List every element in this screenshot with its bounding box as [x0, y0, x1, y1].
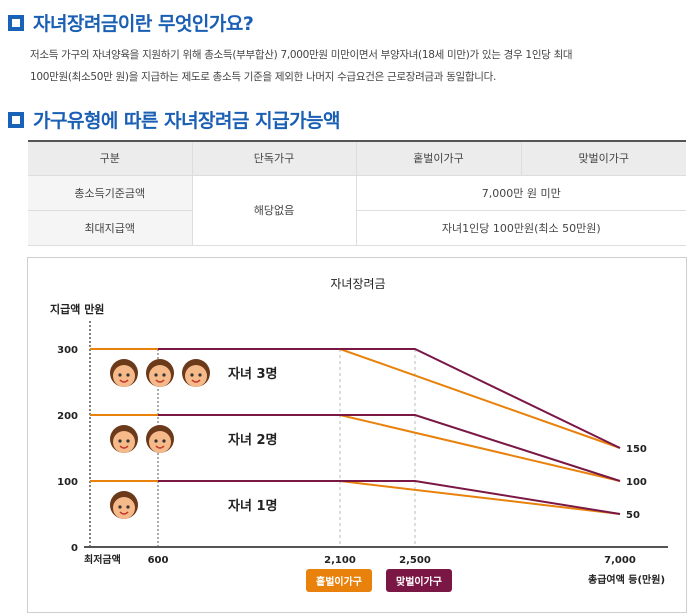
series-line: [158, 414, 621, 482]
child-face-icon: [154, 439, 158, 443]
child-face-icon: [113, 497, 135, 519]
section-heading-what-is: 자녀장려금이란 무엇인가요?: [8, 9, 254, 36]
child-face-icon: [119, 511, 129, 515]
child-face-icon: [154, 373, 158, 377]
child-face-icon: [162, 373, 166, 377]
y-tick-label: 0: [71, 543, 78, 554]
series-group-label: 자녀 1명: [228, 498, 277, 514]
child-face-icon: [119, 445, 129, 449]
y-tick-label: 200: [57, 411, 78, 422]
series-group-label: 자녀 3명: [228, 366, 277, 382]
chart-title: 자녀장려금: [330, 277, 385, 291]
child-face-icon: [126, 439, 130, 443]
section-title: 가구유형에 따른 자녀장려금 지급가능액: [33, 110, 341, 132]
row-label: 총소득기준금액: [28, 175, 193, 211]
series-line: [158, 348, 621, 449]
end-value-label: 150: [626, 444, 647, 455]
section-title: 자녀장려금이란 무엇인가요?: [33, 13, 254, 35]
description-line: 100만원(최소50만 원)을 지급하는 제도로 총소득 기준을 제외한 나머지…: [30, 71, 497, 83]
chart-legend: 홑벌이가구 맞벌이가구: [306, 569, 452, 592]
section-heading-amount: 가구유형에 따른 자녀장려금 지급가능액: [8, 106, 341, 133]
table-cell-single: 해당없음: [192, 175, 357, 246]
series-line: [90, 480, 621, 515]
x-tick-label: 600: [148, 555, 169, 566]
child-face-icon: [118, 505, 122, 509]
end-value-label: 50: [626, 510, 640, 521]
child-face-icon: [149, 431, 171, 453]
description-paragraph: 저소득 가구의 자녀양육을 지원하기 위해 총소득(부부합산) 7,000만원 …: [30, 44, 670, 88]
child-face-icon: [126, 505, 130, 509]
table-row: 최대지급액 자녀1인당 100만원(최소 50만원): [28, 210, 686, 246]
table-cell: 자녀1인당 100만원(최소 50만원): [356, 210, 686, 246]
table-header: 구분: [28, 140, 193, 176]
child-face-icon: [113, 431, 135, 453]
child-face-icon: [185, 365, 207, 387]
table-header-row: 구분 단독가구 홑벌이가구 맞벌이가구: [28, 140, 686, 176]
child-face-icon: [162, 439, 166, 443]
description-line: 저소득 가구의 자녀양육을 지원하기 위해 총소득(부부합산) 7,000만원 …: [30, 49, 573, 61]
x-tick-label: 2,500: [399, 555, 431, 566]
support-amount-table: 구분 단독가구 홑벌이가구 맞벌이가구 총소득기준금액 해당없음 7,000만 …: [28, 140, 686, 246]
child-face-icon: [190, 373, 194, 377]
child-face-icon: [118, 439, 122, 443]
x-axis-label: 총급여액 등(만원): [588, 573, 665, 586]
y-tick-label: 100: [57, 477, 78, 488]
child-face-icon: [155, 379, 165, 383]
y-axis-label: 지급액 만원: [50, 302, 104, 316]
series-group-label: 자녀 2명: [228, 432, 277, 448]
child-face-icon: [149, 365, 171, 387]
child-face-icon: [198, 373, 202, 377]
table-cell: 7,000만 원 미만: [356, 175, 686, 211]
square-bullet-icon: [8, 111, 24, 128]
child-face-icon: [113, 365, 135, 387]
legend-single-income: 홑벌이가구: [306, 569, 372, 592]
y-tick-label: 300: [57, 345, 78, 356]
child-face-icon: [118, 373, 122, 377]
x-origin-label: 최저금액: [84, 553, 121, 566]
child-face-icon: [191, 379, 201, 383]
child-face-icon: [126, 373, 130, 377]
end-value-label: 100: [626, 477, 647, 488]
table-header: 단독가구: [192, 140, 357, 176]
row-label: 최대지급액: [28, 210, 193, 246]
series-line: [158, 480, 621, 515]
square-bullet-icon: [8, 14, 24, 31]
table-header: 맞벌이가구: [521, 140, 686, 176]
child-face-icon: [119, 379, 129, 383]
child-face-icon: [155, 445, 165, 449]
legend-dual-income: 맞벌이가구: [386, 569, 452, 592]
x-tick-label: 7,000: [604, 555, 636, 566]
table-row: 총소득기준금액 해당없음 7,000만 원 미만: [28, 175, 686, 246]
x-tick-label: 2,100: [324, 555, 356, 566]
table-header: 홑벌이가구: [356, 140, 522, 176]
